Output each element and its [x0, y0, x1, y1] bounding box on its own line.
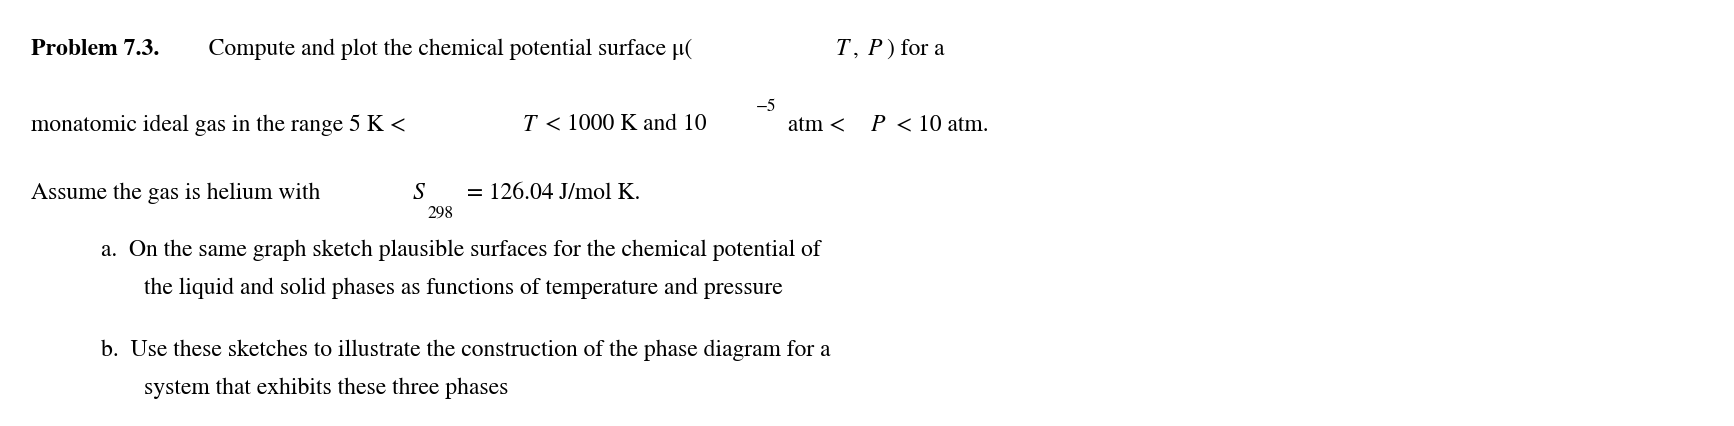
Text: 298: 298	[428, 206, 454, 222]
Text: system that exhibits these three phases: system that exhibits these three phases	[144, 377, 508, 399]
Text: < 1000 K and 10: < 1000 K and 10	[539, 115, 707, 136]
Text: ) for a: ) for a	[886, 38, 943, 60]
Text: T: T	[836, 37, 850, 60]
Text: S: S	[413, 182, 425, 204]
Text: b.  Use these sketches to illustrate the construction of the phase diagram for a: b. Use these sketches to illustrate the …	[101, 340, 831, 361]
Text: Problem 7.3.: Problem 7.3.	[31, 39, 160, 60]
Text: P: P	[872, 113, 886, 136]
Text: −5: −5	[756, 99, 777, 115]
Text: ,: ,	[853, 38, 865, 60]
Text: = 126.04 J/mol K.: = 126.04 J/mol K.	[461, 183, 640, 204]
Text: a.  On the same graph sketch plausible surfaces for the chemical potential of: a. On the same graph sketch plausible su…	[101, 239, 820, 261]
Text: Compute and plot the chemical potential surface μ(: Compute and plot the chemical potential …	[198, 38, 692, 60]
Text: T: T	[522, 113, 536, 136]
Text: monatomic ideal gas in the range 5 K <: monatomic ideal gas in the range 5 K <	[31, 114, 413, 136]
Text: < 10 atm.: < 10 atm.	[890, 115, 988, 136]
Text: atm <: atm <	[782, 115, 851, 136]
Text: the liquid and solid phases as functions of temperature and pressure: the liquid and solid phases as functions…	[144, 277, 782, 299]
Text: Assume the gas is helium with: Assume the gas is helium with	[31, 183, 326, 204]
Text: P: P	[869, 37, 883, 60]
